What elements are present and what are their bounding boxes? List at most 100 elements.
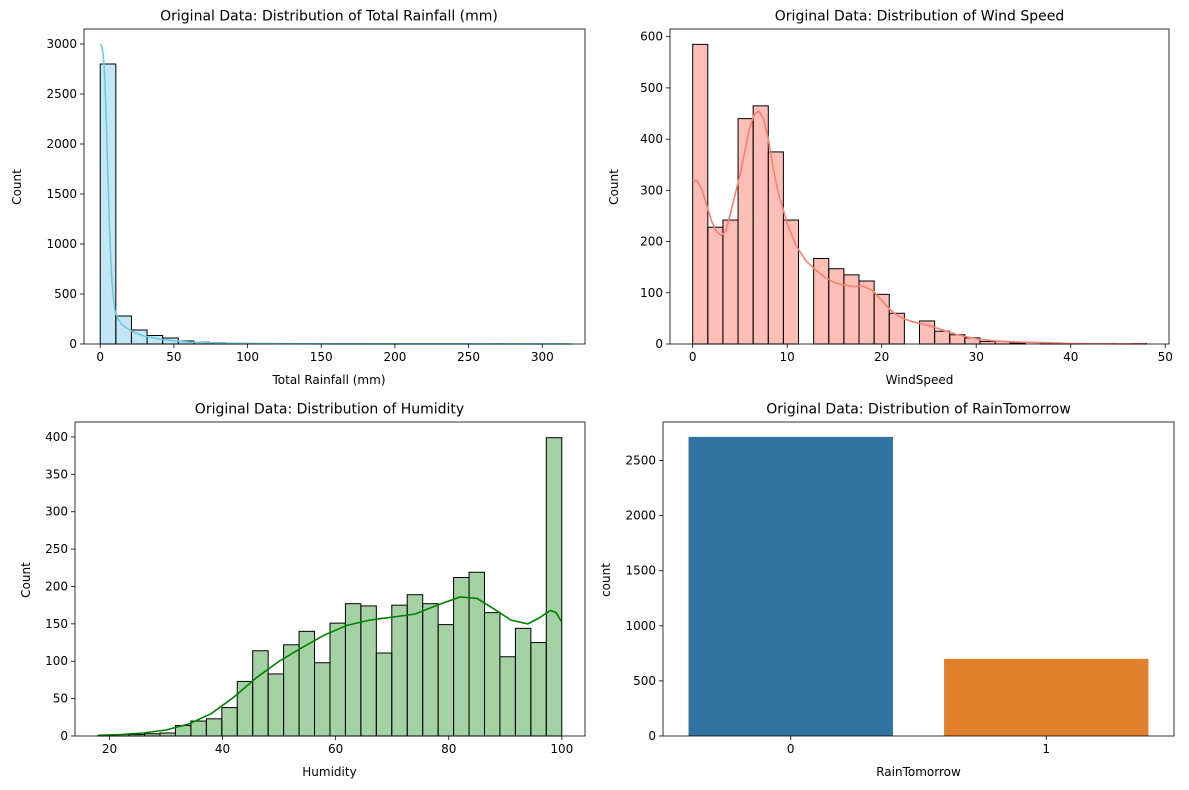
x-tick-label: 20 xyxy=(102,742,117,756)
rainfall-histogram-panel: Original Data: Distribution of Total Rai… xyxy=(10,9,586,387)
y-axis-label: Count xyxy=(10,169,24,205)
histogram-bar xyxy=(813,257,830,345)
x-tick-label: 150 xyxy=(310,350,333,364)
histogram-bar xyxy=(468,571,485,737)
axes-frame xyxy=(83,28,586,345)
histogram-bar xyxy=(514,627,532,737)
y-tick-label: 600 xyxy=(640,30,663,44)
histogram-bar xyxy=(236,680,254,737)
histogram-bar xyxy=(453,577,470,737)
y-tick-label: 1000 xyxy=(46,237,77,251)
axes-frame xyxy=(662,421,1175,737)
histogram-bar xyxy=(267,673,285,737)
y-tick-label: 0 xyxy=(69,337,77,351)
histogram-bar xyxy=(360,605,377,737)
x-tick-label: 1 xyxy=(1042,742,1050,756)
axes-frame xyxy=(669,28,1170,345)
histogram-bar xyxy=(437,624,455,737)
kde-line xyxy=(99,43,572,345)
histogram-bar xyxy=(159,732,176,737)
histogram-bar xyxy=(782,219,800,345)
x-tick-label: 300 xyxy=(531,350,554,364)
histogram-bar xyxy=(499,656,516,737)
y-axis-label: Count xyxy=(19,562,33,598)
x-tick-label: 40 xyxy=(1063,350,1078,364)
histogram-bar xyxy=(722,219,739,345)
y-tick-label: 0 xyxy=(655,337,663,351)
bar xyxy=(688,436,893,736)
y-tick-label: 400 xyxy=(45,430,68,444)
plot-area: 20 40 60 80 100 0 50 100 150 200 250 300 350 400 xyxy=(45,421,586,756)
histogram-bar xyxy=(707,226,724,345)
y-tick-label: 2500 xyxy=(625,454,656,468)
chart-title: Original Data: Distribution of Wind Spee… xyxy=(775,9,1064,25)
y-tick-label: 1500 xyxy=(46,187,77,201)
plot-area: 0 1 0 500 1000 1500 2000 2500 xyxy=(625,421,1175,756)
y-tick-label: 100 xyxy=(640,286,663,300)
histogram-bar xyxy=(873,293,890,345)
windspeed-histogram-panel: Original Data: Distribution of Wind Spee… xyxy=(607,9,1173,388)
y-tick-label: 2500 xyxy=(46,87,77,101)
y-tick-label: 400 xyxy=(640,132,663,146)
y-tick-label: 500 xyxy=(640,81,663,95)
x-tick-label: 250 xyxy=(457,350,480,364)
kde-line xyxy=(98,596,563,737)
x-tick-label: 80 xyxy=(441,742,456,756)
x-tick-label: 100 xyxy=(236,350,259,364)
histogram-bar xyxy=(934,330,951,345)
y-tick-label: 3000 xyxy=(46,37,77,51)
y-tick-label: 1500 xyxy=(625,564,656,578)
y-tick-label: 500 xyxy=(54,287,77,301)
histogram-bar xyxy=(205,718,223,737)
y-tick-label: 200 xyxy=(45,579,68,593)
x-tick-label: 0 xyxy=(787,742,795,756)
chart-title: Original Data: Distribution of RainTomor… xyxy=(766,402,1071,418)
y-axis-label: Count xyxy=(607,169,621,205)
y-tick-label: 2000 xyxy=(46,137,77,151)
chart-title: Original Data: Distribution of Total Rai… xyxy=(160,9,498,25)
y-tick-label: 50 xyxy=(53,692,68,706)
histogram-bar xyxy=(422,603,439,737)
histogram-bar xyxy=(221,707,238,737)
x-tick-label: 40 xyxy=(215,742,230,756)
histogram-bar xyxy=(283,644,300,737)
histogram-bar xyxy=(329,622,346,737)
x-tick-label: 0 xyxy=(96,350,104,364)
x-tick-label: 50 xyxy=(166,350,181,364)
histogram-bar xyxy=(298,630,316,737)
kde-line xyxy=(692,109,1147,345)
y-tick-label: 2000 xyxy=(625,509,656,523)
y-tick-label: 0 xyxy=(60,729,68,743)
histogram-bar xyxy=(530,642,547,737)
y-tick-label: 0 xyxy=(648,729,656,743)
y-tick-label: 200 xyxy=(640,235,663,249)
y-tick-label: 300 xyxy=(45,505,68,519)
histogram-bar xyxy=(314,662,331,737)
histogram-bar xyxy=(692,43,709,345)
x-axis-label: Humidity xyxy=(302,765,356,779)
chart-title: Original Data: Distribution of Humidity xyxy=(195,402,464,418)
humidity-histogram-panel: Original Data: Distribution of Humidity … xyxy=(19,402,586,779)
x-tick-label: 0 xyxy=(689,350,697,364)
y-tick-label: 500 xyxy=(633,674,656,688)
histogram-bar xyxy=(252,650,269,737)
y-tick-label: 150 xyxy=(45,617,68,631)
x-tick-label: 30 xyxy=(969,350,984,364)
y-axis-label: count xyxy=(599,563,613,597)
x-tick-label: 200 xyxy=(383,350,406,364)
y-tick-label: 100 xyxy=(45,654,68,668)
axes-frame xyxy=(74,421,586,737)
histogram-bar xyxy=(375,652,393,737)
histogram-bar xyxy=(545,437,563,737)
y-tick-label: 250 xyxy=(45,542,68,556)
x-tick-label: 20 xyxy=(874,350,889,364)
x-tick-label: 50 xyxy=(1158,350,1173,364)
x-tick-label: 100 xyxy=(550,742,573,756)
histogram-bar xyxy=(752,105,769,345)
histogram-bar xyxy=(190,720,207,737)
y-tick-label: 300 xyxy=(640,183,663,197)
histogram-bar xyxy=(406,594,424,737)
plot-area: 0 50 100 150 200 250 3000500100015002000250030… xyxy=(46,28,586,364)
